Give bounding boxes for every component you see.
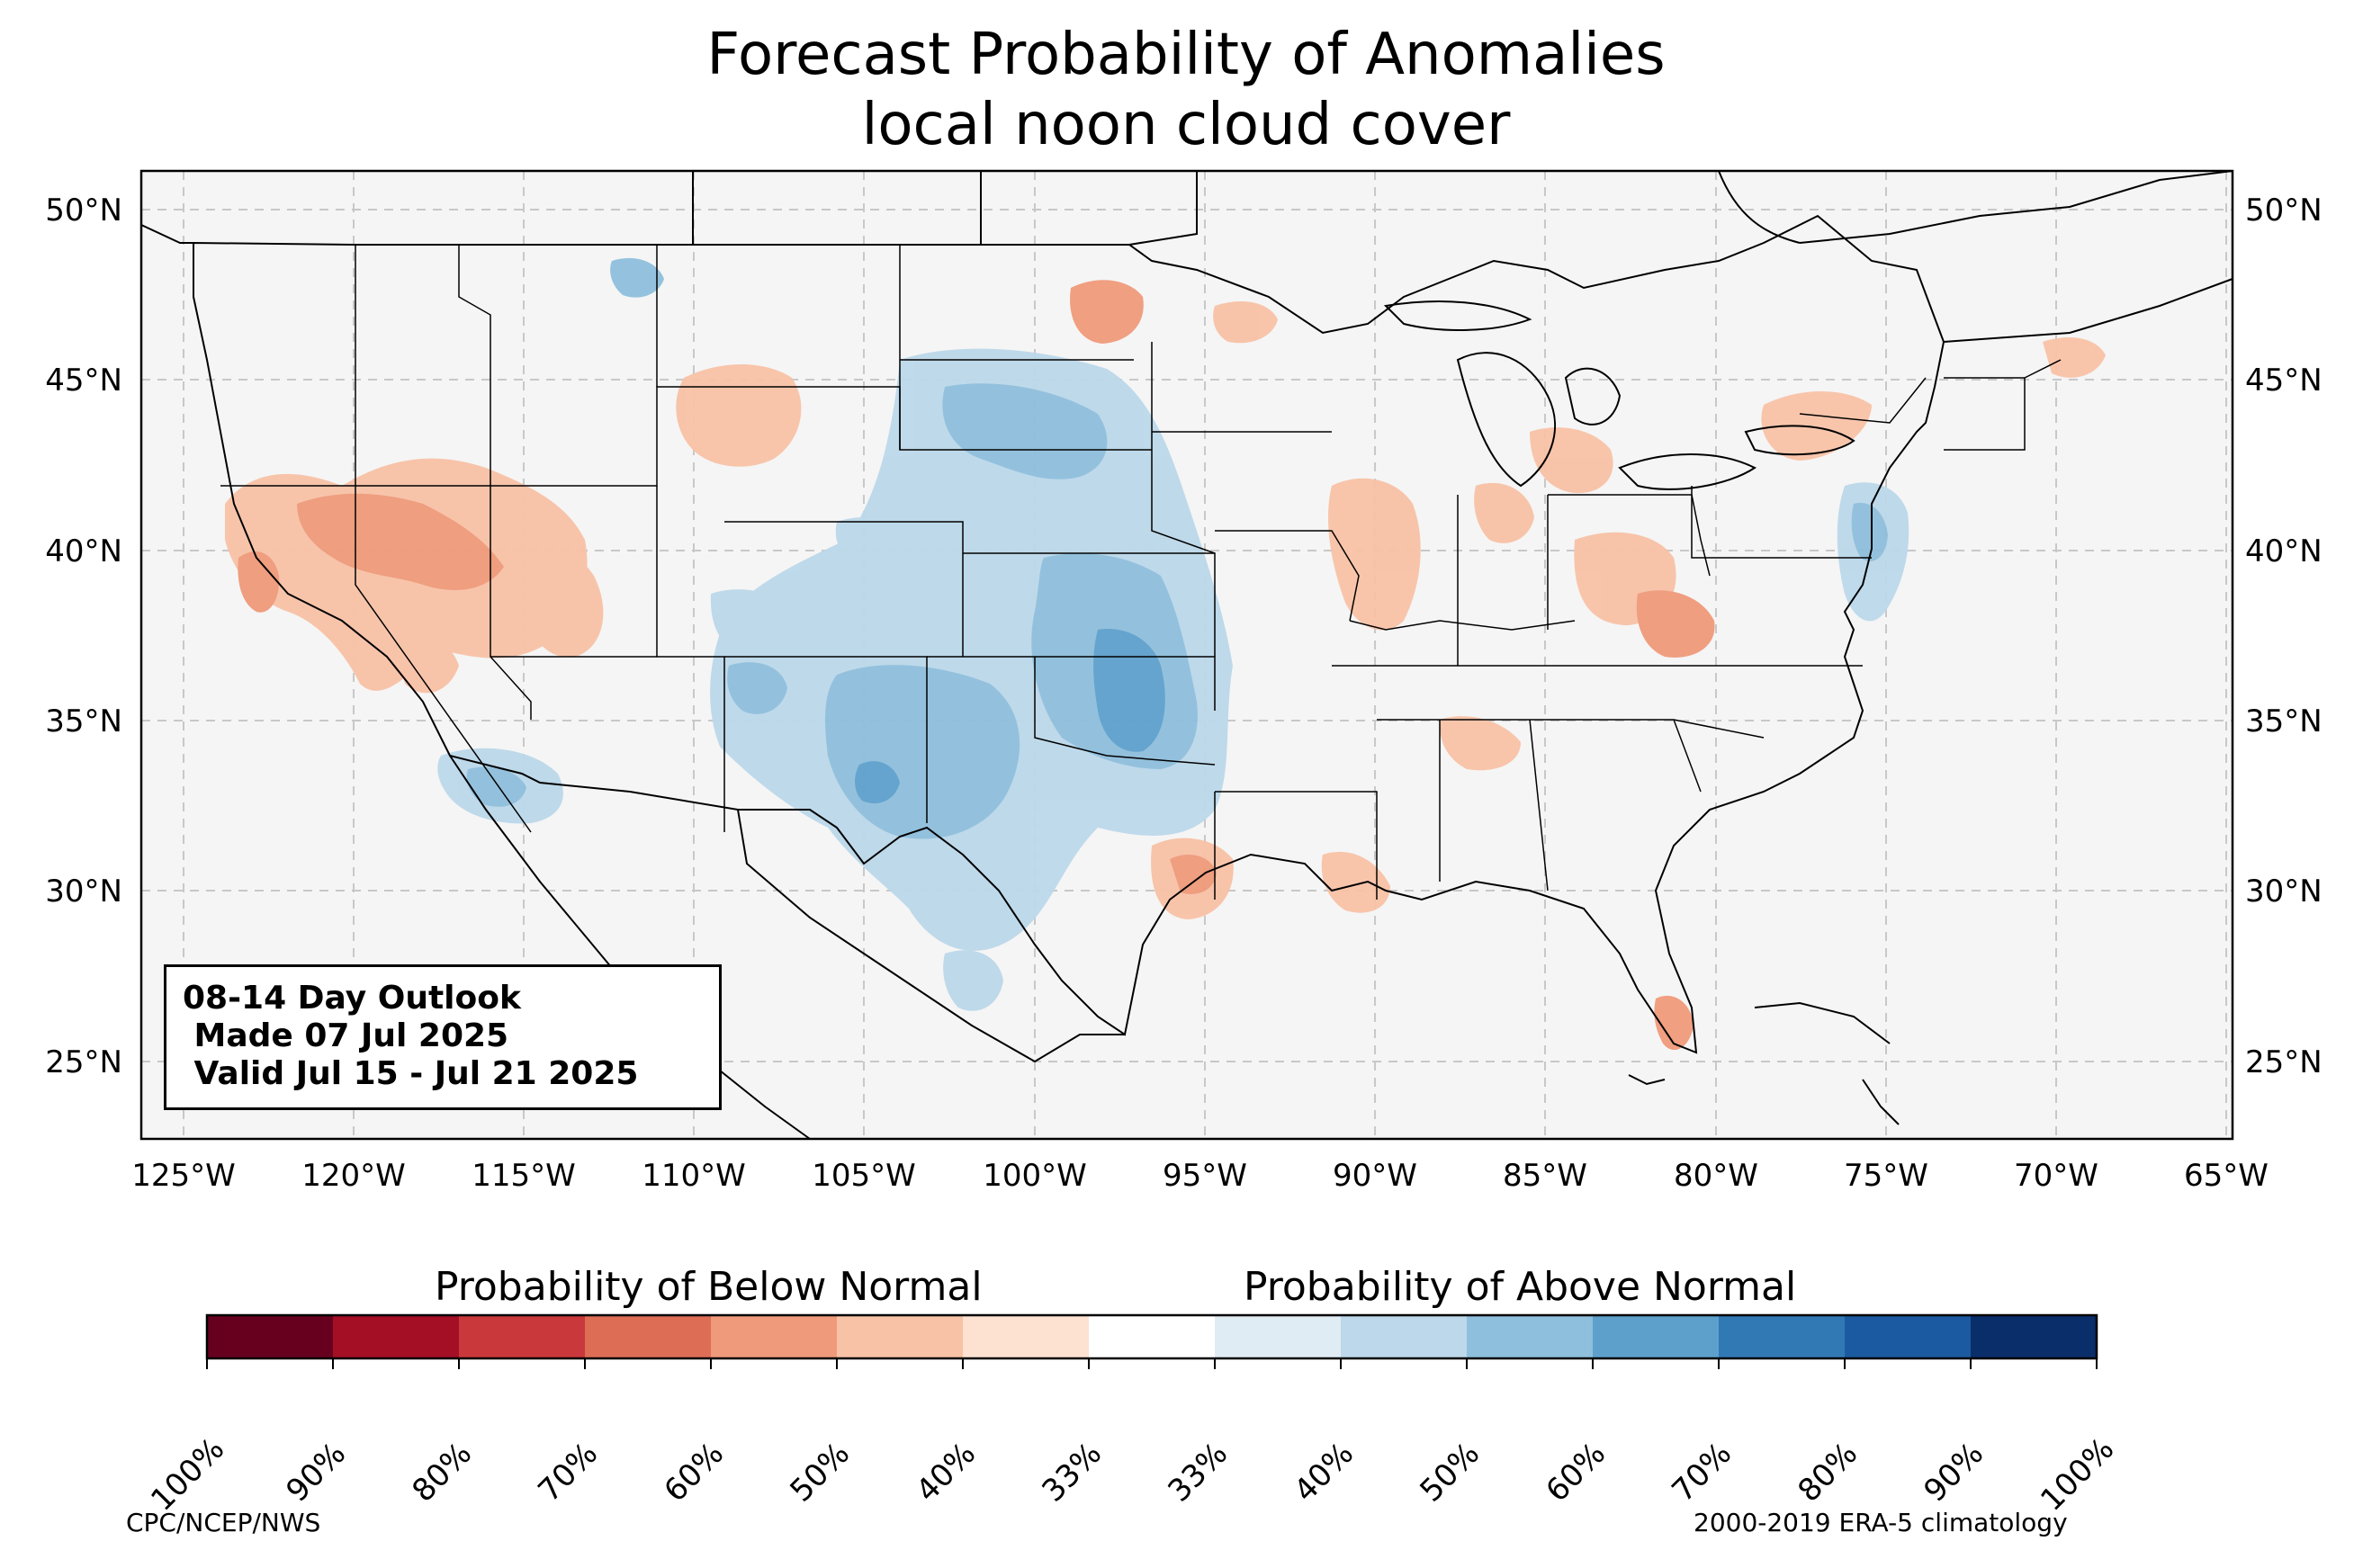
colorbar-segment [1719, 1315, 1846, 1358]
lon-label: 125°W [131, 1158, 236, 1194]
above-normal-areas [437, 257, 1909, 1011]
lat-label-right: 50°N [2245, 193, 2323, 228]
chart-title-line1: Forecast Probability of Anomalies [706, 22, 1666, 88]
lat-label-left: 25°N [45, 1044, 122, 1080]
colorbar-segment [1089, 1315, 1216, 1358]
lon-label: 100°W [983, 1158, 1087, 1194]
colorbar-segment [1971, 1315, 2098, 1358]
colorbar-segment [585, 1315, 712, 1358]
lat-label-right: 30°N [2245, 874, 2323, 909]
colorbar-above-label: Probability of Above Normal [1244, 1264, 1797, 1310]
colorbar-segment [1341, 1315, 1468, 1358]
colorbar-segment [963, 1315, 1090, 1358]
lon-label: 105°W [812, 1158, 916, 1194]
lon-label: 85°W [1503, 1158, 1587, 1194]
outlook-period: 08-14 Day Outlook [183, 980, 521, 1017]
lat-label-right: 40°N [2245, 533, 2323, 569]
outlook-made-date: Made 07 Jul 2025 [183, 1017, 509, 1054]
colorbar [207, 1315, 2098, 1358]
lat-label-right: 25°N [2245, 1044, 2323, 1080]
lon-label: 90°W [1333, 1158, 1417, 1194]
colorbar-segment [1215, 1315, 1342, 1358]
lon-label: 120°W [301, 1158, 406, 1194]
colorbar-ticks [206, 1358, 2098, 1369]
footer-source: CPC/NCEP/NWS [126, 1508, 321, 1537]
lat-label-left: 50°N [45, 193, 122, 228]
lat-label-left: 45°N [45, 363, 122, 399]
lat-label-right: 45°N [2245, 363, 2323, 399]
lon-label: 115°W [472, 1158, 576, 1194]
lon-label: 70°W [2014, 1158, 2098, 1194]
lat-label-right: 35°N [2245, 703, 2323, 739]
boundaries [140, 170, 2233, 1140]
colorbar-frame [205, 1313, 2098, 1360]
lat-label-left: 35°N [45, 703, 122, 739]
lat-label-left: 40°N [45, 533, 122, 569]
chart-title-line2: local noon cloud cover [861, 92, 1511, 158]
lon-label: 80°W [1674, 1158, 1758, 1194]
outlook-info-box: 08-14 Day Outlook Made 07 Jul 2025 Valid… [164, 964, 722, 1110]
latitude-labels-left: 50°N 45°N 40°N 35°N 30°N 25°N [45, 193, 122, 1080]
colorbar-segment [1845, 1315, 1972, 1358]
lon-label: 110°W [642, 1158, 746, 1194]
colorbar-segment [837, 1315, 964, 1358]
colorbar-below-label: Probability of Below Normal [435, 1264, 983, 1310]
colorbar-segment [711, 1315, 838, 1358]
state-borders [220, 245, 2062, 900]
colorbar-segment [333, 1315, 460, 1358]
footer-climatology: 2000-2019 ERA-5 climatology [1694, 1508, 2068, 1537]
map-frame [139, 169, 2234, 1141]
colorbar-segment [1593, 1315, 1720, 1358]
colorbar-segment [1467, 1315, 1594, 1358]
lon-label: 65°W [2184, 1158, 2269, 1194]
lat-label-left: 30°N [45, 874, 122, 909]
longitude-labels: 125°W 120°W 115°W 110°W 105°W 100°W 95°W… [131, 1158, 2269, 1194]
outlook-valid-range: Valid Jul 15 - Jul 21 2025 [183, 1055, 639, 1092]
below-normal-areas [225, 280, 2106, 1051]
colorbar-segment [207, 1315, 334, 1358]
latitude-labels-right: 50°N 45°N 40°N 35°N 30°N 25°N [2245, 193, 2323, 1080]
colorbar-segment [459, 1315, 586, 1358]
lon-label: 75°W [1844, 1158, 1928, 1194]
lon-label: 95°W [1163, 1158, 1247, 1194]
